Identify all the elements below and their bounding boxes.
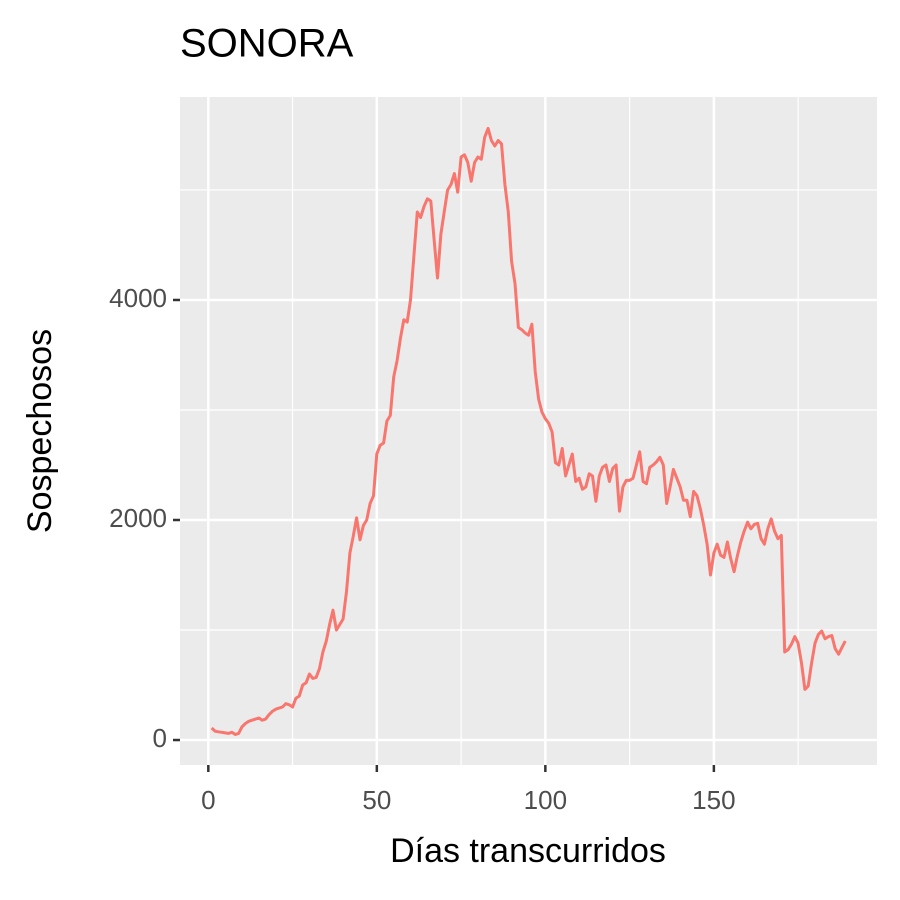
data-line [210, 126, 847, 736]
y-axis-title: Sospechosos [21, 329, 59, 533]
x-tick-label: 100 [524, 785, 567, 815]
chart-title: SONORA [180, 22, 354, 66]
x-tick-label: 50 [362, 785, 391, 815]
x-tick-label: 150 [692, 785, 735, 815]
y-tick-label: 0 [153, 723, 167, 753]
y-tick-label: 2000 [109, 503, 167, 533]
x-axis-title: Días transcurridos [390, 832, 666, 870]
panel [180, 97, 877, 765]
y-tick-label: 4000 [109, 283, 167, 313]
x-tick-label: 0 [201, 785, 215, 815]
